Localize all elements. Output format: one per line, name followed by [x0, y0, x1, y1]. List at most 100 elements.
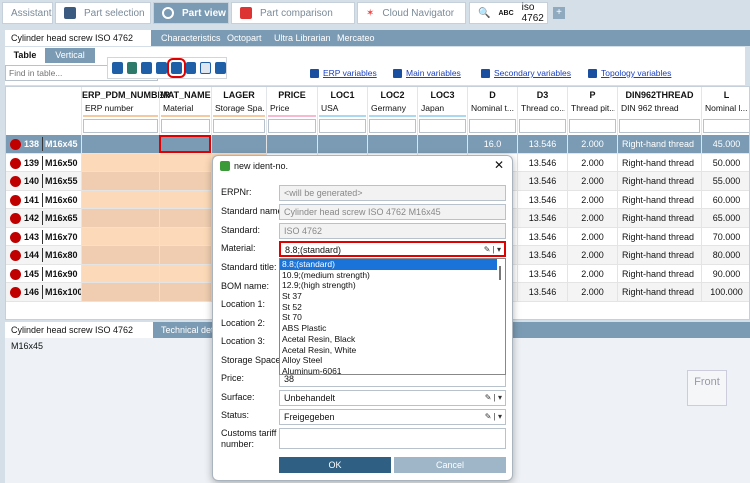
cell-l[interactable]: 60.000: [701, 190, 749, 208]
tab-vertical[interactable]: Vertical: [45, 48, 95, 63]
checkbox-secondary-variables[interactable]: Secondary variables: [481, 68, 571, 78]
cell-mat_name[interactable]: [159, 264, 211, 282]
column-filter-input[interactable]: [619, 119, 700, 133]
material-dropdown-list[interactable]: 8.8;(standard) 10.9;(medium strength) 12.9…: [279, 258, 506, 375]
column-header-din962thread[interactable]: DIN962THREAD DIN 962 thread: [617, 87, 701, 135]
table-icon[interactable]: [200, 62, 212, 74]
close-icon[interactable]: ✕: [493, 158, 504, 172]
column-header-erp_pdm_number[interactable]: ERP_PDM_NUMBER ERP number: [81, 87, 170, 135]
subtab-mercateo[interactable]: Mercateo: [337, 33, 375, 43]
cell-mat_name[interactable]: [159, 227, 211, 245]
cell-p[interactable]: 2.000: [567, 172, 617, 190]
material-option[interactable]: 10.9;(medium strength): [282, 269, 370, 280]
db-add-icon[interactable]: [166, 58, 186, 78]
cell-erp_pdm_number[interactable]: [81, 135, 159, 153]
column-header-loc3[interactable]: LOC3 Japan: [417, 87, 467, 135]
subtab-part[interactable]: Cylinder head screw ISO 4762 M16x45: [5, 30, 151, 59]
material-option[interactable]: St 70: [282, 312, 302, 323]
cell-d3[interactable]: 13.546: [517, 135, 567, 153]
cell-l[interactable]: 70.000: [701, 227, 749, 245]
cell-erp_pdm_number[interactable]: [81, 209, 159, 227]
subtab-ultra-librarian[interactable]: Ultra Librarian: [274, 33, 331, 43]
cell-l[interactable]: 80.000: [701, 246, 749, 264]
column-header-lager[interactable]: LAGER Storage Spa...: [211, 87, 266, 135]
column-filter-input[interactable]: [419, 119, 466, 133]
cell-din962thread[interactable]: Right-hand thread: [617, 190, 701, 208]
checkbox-main-variables[interactable]: Main variables: [393, 68, 461, 78]
cell-p[interactable]: 2.000: [567, 190, 617, 208]
column-filter-input[interactable]: [703, 119, 749, 133]
column-filter-input[interactable]: [319, 119, 366, 133]
bottom-tab-part[interactable]: Cylinder head screw ISO 4762 M16x45: [5, 322, 153, 351]
cell-p[interactable]: 2.000: [567, 153, 617, 171]
cell-lager[interactable]: [211, 135, 266, 153]
surface-select[interactable]: Unbehandelt: [279, 390, 506, 406]
material-option[interactable]: St 37: [282, 291, 302, 302]
cell-d3[interactable]: 13.546: [517, 246, 567, 264]
tab-assistant[interactable]: Assistant: [2, 2, 53, 24]
cell-erp_pdm_number[interactable]: [81, 264, 159, 282]
material-option[interactable]: 12.9;(high strength): [282, 280, 356, 291]
material-option[interactable]: ABS Plastic: [282, 323, 327, 334]
material-option[interactable]: Acetal Resin, White: [282, 344, 357, 355]
add-tab-button[interactable]: +: [553, 7, 565, 19]
dropdown-scrollbar[interactable]: [499, 266, 501, 280]
column-header-d3[interactable]: D3 Thread co...: [517, 87, 567, 135]
cell-din962thread[interactable]: Right-hand thread: [617, 283, 701, 301]
cell-l[interactable]: 55.000: [701, 172, 749, 190]
cell-d3[interactable]: 13.546: [517, 283, 567, 301]
column-header-mat_name[interactable]: MAT_NAME Material: [159, 87, 211, 135]
material-option[interactable]: Aluminum-6061: [282, 365, 342, 375]
status-select[interactable]: Freigegeben: [279, 409, 506, 425]
db-key-icon[interactable]: [112, 62, 123, 74]
column-filter-input[interactable]: [569, 119, 616, 133]
cell-l[interactable]: 50.000: [701, 153, 749, 171]
column-header-loc2[interactable]: LOC2 Germany: [367, 87, 417, 135]
cell-d3[interactable]: 13.546: [517, 190, 567, 208]
tab-table[interactable]: Table: [5, 48, 45, 63]
tab-cloud-navigator[interactable]: ✶ Cloud Navigator: [357, 2, 466, 24]
column-header-loc1[interactable]: LOC1 USA: [317, 87, 367, 135]
cell-d3[interactable]: 13.546: [517, 153, 567, 171]
tab-part-comparison[interactable]: Part comparison: [231, 2, 355, 24]
cell-d3[interactable]: 13.546: [517, 264, 567, 282]
cell-mat_name[interactable]: [159, 246, 211, 264]
material-option[interactable]: Acetal Resin, Black: [282, 333, 356, 344]
cell-erp_pdm_number[interactable]: [81, 246, 159, 264]
column-filter-input[interactable]: [369, 119, 416, 133]
subtab-characteristics[interactable]: Characteristics: [161, 33, 221, 43]
cell-d3[interactable]: 13.546: [517, 172, 567, 190]
material-option[interactable]: St 52: [282, 301, 302, 312]
cell-erp_pdm_number[interactable]: [81, 153, 159, 171]
cell-din962thread[interactable]: Right-hand thread: [617, 172, 701, 190]
cell-din962thread[interactable]: Right-hand thread: [617, 153, 701, 171]
cell-p[interactable]: 2.000: [567, 135, 617, 153]
db-user-icon[interactable]: [126, 62, 138, 74]
cell-d3[interactable]: 13.546: [517, 227, 567, 245]
cell-din962thread[interactable]: Right-hand thread: [617, 227, 701, 245]
column-header-p[interactable]: P Thread pit...: [567, 87, 617, 135]
cell-erp_pdm_number[interactable]: [81, 283, 159, 301]
cell-erp_pdm_number[interactable]: [81, 227, 159, 245]
tab-part-view[interactable]: Part view: [153, 2, 229, 24]
cell-erp_pdm_number[interactable]: [81, 190, 159, 208]
table-row[interactable]: 138 M16x45 16.0 13.546 2.000 Right-hand threa…: [6, 135, 749, 154]
cell-mat_name[interactable]: [159, 172, 211, 190]
cell-l[interactable]: 45.000: [701, 135, 749, 153]
cell-mat_name[interactable]: [159, 209, 211, 227]
cell-l[interactable]: 65.000: [701, 209, 749, 227]
checkbox-erp-variables[interactable]: ERP variables: [310, 68, 377, 78]
cell-din962thread[interactable]: Right-hand thread: [617, 135, 701, 153]
cell-din962thread[interactable]: Right-hand thread: [617, 264, 701, 282]
cell-mat_name[interactable]: [159, 135, 211, 153]
cell-p[interactable]: 2.000: [567, 246, 617, 264]
cell-price[interactable]: [266, 135, 317, 153]
db-question-icon[interactable]: [185, 62, 197, 74]
column-filter-input[interactable]: [213, 119, 265, 133]
tab-part-selection[interactable]: Part selection: [55, 2, 151, 24]
db-icon[interactable]: [141, 62, 153, 74]
cell-loc2[interactable]: [367, 135, 417, 153]
cell-d[interactable]: 16.0: [467, 135, 517, 153]
db-folder-icon[interactable]: [156, 62, 167, 74]
ok-button[interactable]: OK: [279, 457, 391, 473]
